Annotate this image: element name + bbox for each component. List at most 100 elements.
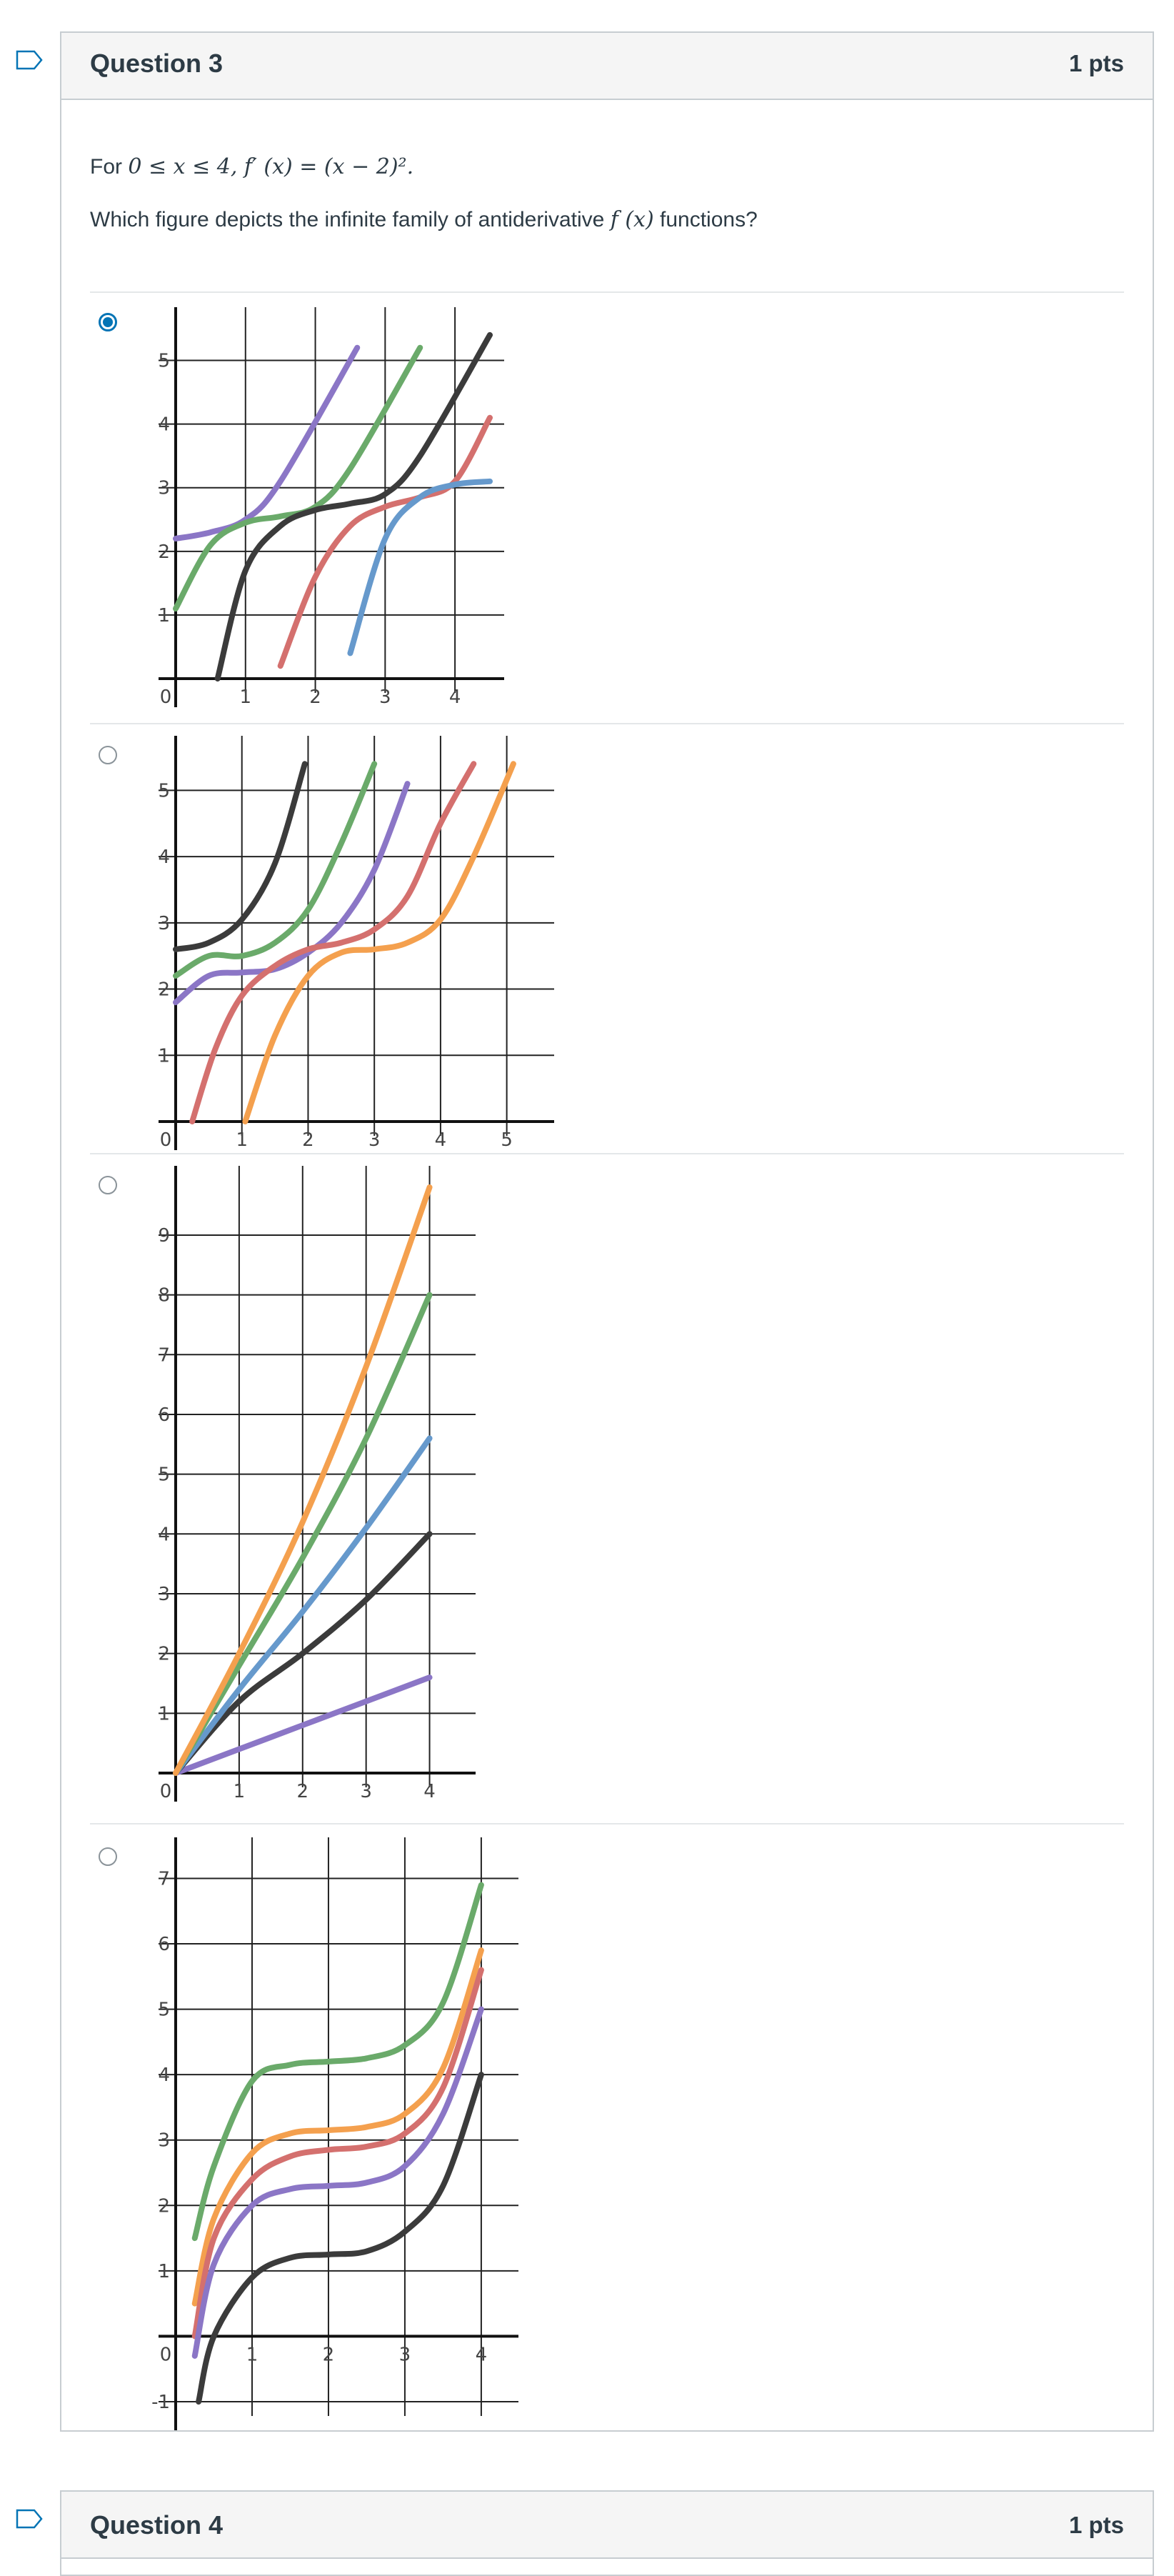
y-tick-label: 4 [158,847,170,868]
y-tick-label: 3 [158,478,170,499]
series-blue-curve [347,478,493,657]
y-tick-label: 2 [158,541,170,563]
question-header: Question 4 1 pts [61,2492,1153,2559]
series-black-curve [173,761,308,952]
series-purple-curve [173,344,361,541]
chart-svg: 0 1 2 3 4 -1 1 2 3 4 5 6 7 [151,1837,518,2430]
option-divider [90,1153,1124,1154]
x-tick-label: 3 [360,1781,372,1802]
x-tick-label: 4 [449,687,461,708]
x-tick-label: 3 [368,1129,381,1151]
y-tick-label: 3 [158,2130,170,2152]
question-ask: Which figure depicts the infinite family… [90,206,758,234]
y-tick-label: 5 [158,351,170,372]
bookmark-flag-icon[interactable] [16,50,43,70]
y-tick-label: 6 [158,1934,170,1955]
series-orange-curve [242,761,516,1124]
answer-option-2-radio[interactable] [99,746,117,764]
answer-option-1-graph[interactable]: 0 1 2 3 4 1 2 3 4 5 [120,303,504,717]
series-red-curve [189,761,477,1124]
y-tick-label: 2 [158,1644,170,1665]
x-tick-label: 3 [379,687,391,708]
x-tick-label: 0 [160,687,172,708]
y-tick-label: 4 [158,2065,170,2086]
question-title: Question 4 [90,2510,224,2540]
answer-option-4-radio[interactable] [99,1847,117,1866]
question-4-card: Question 4 1 pts [60,2490,1154,2576]
question-prompt: For 0 ≤ x ≤ 4, f′ (x) = (x − 2)². [90,153,413,181]
answer-option-2-graph[interactable]: 0 1 2 3 4 5 1 2 3 4 5 [120,732,563,1156]
x-tick-label: 2 [323,2344,335,2365]
x-tick-label: 1 [234,1781,246,1802]
series-green-curve [191,1882,484,2242]
x-tick-label: 1 [240,687,252,708]
y-tick-label: 4 [158,414,170,436]
y-tick-label: 1 [158,1045,170,1067]
x-tick-label: 5 [501,1129,513,1151]
question-title: Question 3 [90,49,224,78]
x-tick-label: 2 [302,1129,314,1151]
series-red-curve [191,1967,484,2340]
answer-option-3-graph[interactable]: 0 1 2 3 4 1 2 3 4 5 6 7 8 9 [120,1162,477,1819]
prompt-math: 0 ≤ x ≤ 4, f′ (x) = (x − 2)². [128,154,414,179]
answer-option-3-radio[interactable] [99,1176,117,1194]
y-tick-label: 1 [158,2261,170,2282]
option-divider [90,723,1124,724]
series-orange-curve [173,1184,433,1776]
question-points: 1 pts [1068,50,1124,76]
y-tick-label: 5 [158,1464,170,1486]
series-black-curve [214,331,493,682]
x-tick-label: 2 [309,687,321,708]
series-black-curve [196,2072,484,2405]
y-tick-label: 6 [158,1404,170,1426]
series-purple-curve [191,2006,484,2359]
series-green-curve [173,1292,433,1776]
y-tick-label: 7 [158,1868,170,1889]
x-tick-label: 4 [423,1781,436,1802]
y-tick-label: -1 [151,2392,170,2413]
y-tick-label: 2 [158,979,170,1001]
y-tick-label: 2 [158,2195,170,2217]
series-green-curve [173,761,378,979]
y-tick-label: 4 [158,1524,170,1545]
x-tick-label: 1 [246,2344,259,2365]
series-purple-curve [173,1674,433,1776]
chart-svg: 0 1 2 3 4 5 1 2 3 4 5 [158,736,554,1151]
x-tick-label: 2 [297,1781,309,1802]
y-tick-label: 5 [158,2000,170,2021]
x-tick-label: 0 [160,1781,172,1802]
chart-svg: 0 1 2 3 4 1 2 3 4 5 [158,307,504,708]
ask-prefix: Which figure depicts the infinite family… [90,208,605,231]
option-divider [90,1823,1124,1824]
x-tick-label: 1 [236,1129,248,1151]
y-tick-label: 5 [158,780,170,802]
y-tick-label: 1 [158,605,170,626]
question-header: Question 3 1 pts [61,33,1153,100]
y-tick-label: 7 [158,1344,170,1366]
question-points: 1 pts [1068,2512,1124,2538]
ask-suffix: functions? [660,208,758,231]
x-tick-label: 3 [399,2344,411,2365]
y-tick-label: 3 [158,913,170,934]
x-tick-label: 4 [435,1129,447,1151]
question-3-card: Question 3 1 pts For 0 ≤ x ≤ 4, f′ (x) =… [60,31,1154,2432]
series-purple-curve [173,781,411,1006]
bookmark-flag-icon[interactable] [16,2509,43,2529]
ask-math: f (x) [610,207,654,232]
series-red-curve [277,414,493,669]
y-tick-label: 9 [158,1225,170,1247]
y-tick-label: 3 [158,1584,170,1605]
y-tick-label: 1 [158,1703,170,1724]
prompt-prefix: For [90,155,122,179]
x-tick-label: 0 [160,1129,172,1151]
answer-option-1-radio[interactable] [99,313,117,331]
y-tick-label: 8 [158,1285,170,1307]
series-orange-curve [191,1947,484,2307]
series-blue-curve [173,1435,433,1776]
option-divider [90,291,1124,293]
series-green-curve [173,344,423,611]
chart-svg: 0 1 2 3 4 1 2 3 4 5 6 7 8 9 [158,1166,476,1802]
x-tick-label: 0 [160,2344,172,2365]
x-tick-label: 4 [476,2344,488,2365]
answer-option-4-graph[interactable]: 0 1 2 3 4 -1 1 2 3 4 5 6 7 [120,1833,520,2430]
